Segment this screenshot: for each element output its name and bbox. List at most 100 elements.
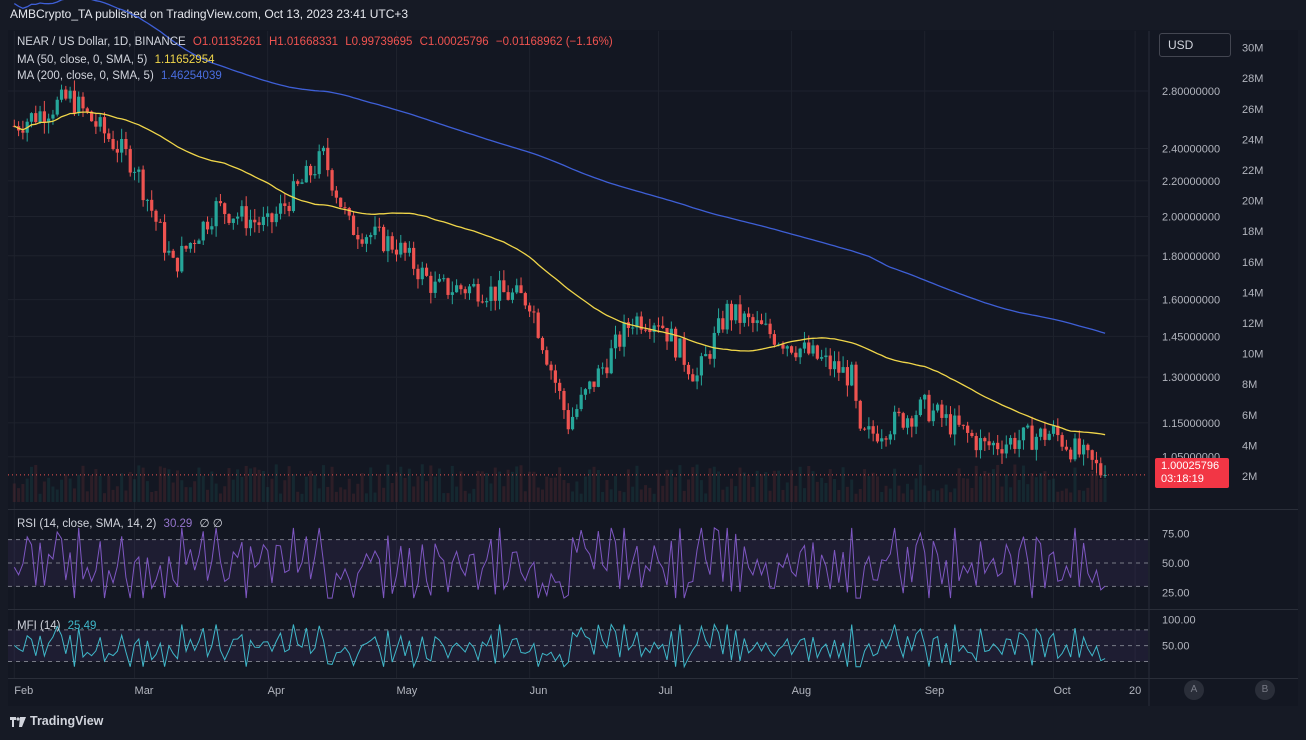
volume-axis-tick: 2M (1242, 471, 1257, 483)
candle-body (154, 210, 158, 222)
volume-bar (914, 478, 918, 502)
candle-body (231, 218, 235, 223)
volume-bar (1000, 486, 1004, 502)
volume-bar (425, 481, 429, 502)
symbol-label[interactable]: NEAR / US Dollar, 1D, BINANCE (17, 36, 186, 48)
volume-bar (283, 480, 287, 502)
candle-body (356, 234, 360, 240)
volume-bar (141, 467, 145, 502)
b-button[interactable]: B (1255, 680, 1275, 700)
volume-bar (364, 493, 368, 502)
volume-bar (171, 482, 175, 502)
volume-bar (742, 472, 746, 502)
volume-bar (540, 489, 544, 502)
candle-body (128, 149, 132, 173)
candle-body (89, 111, 94, 122)
volume-bar (304, 476, 308, 502)
candle-body (893, 411, 897, 435)
ma50-legend[interactable]: MA (50, close, 0, SMA, 5) 1.11652954 (17, 54, 219, 66)
volume-bar (931, 489, 935, 502)
volume-bar (802, 488, 806, 502)
candle-body (412, 247, 416, 269)
time-axis-tick: Feb (14, 685, 33, 697)
close-value: C1.00025796 (419, 36, 489, 48)
volume-bar (523, 491, 527, 502)
volume-bar (682, 490, 686, 502)
volume-bar (193, 481, 197, 502)
volume-bar (622, 492, 626, 502)
volume-bar (764, 472, 768, 502)
tradingview-logo[interactable]: TradingView (10, 714, 103, 728)
volume-bar (377, 473, 381, 502)
candle-body (661, 325, 665, 328)
volume-bar (429, 465, 433, 502)
candle-body (652, 325, 656, 332)
candle-body (193, 242, 197, 244)
candle-body (905, 418, 910, 428)
candle-body (382, 226, 386, 252)
candle-body (884, 438, 888, 440)
volume-bar (755, 470, 759, 502)
candle-body (476, 284, 480, 302)
volume-bar (1099, 479, 1103, 502)
ma200-legend[interactable]: MA (200, close, 0, SMA, 5) 1.46254039 (17, 70, 226, 82)
candle-body (601, 367, 605, 369)
volume-bar (416, 476, 420, 502)
candle-body (188, 242, 192, 249)
currency-button[interactable]: USD (1159, 33, 1231, 57)
volume-bar (223, 486, 227, 502)
candle-body (407, 247, 411, 253)
candle-body (807, 342, 811, 354)
candle-body (1008, 437, 1013, 445)
candle-body (416, 268, 420, 280)
volume-bar (691, 467, 695, 502)
candle-body (158, 221, 162, 223)
candle-body (399, 242, 403, 255)
rsi-legend[interactable]: RSI (14, close, SMA, 14, 2) 30.29 ∅ ∅ (17, 516, 227, 530)
volume-bar (167, 469, 171, 502)
price-axis-tick: 1.60000000 (1162, 295, 1220, 307)
mfi-value: 25.49 (67, 620, 97, 632)
volume-bar (253, 467, 257, 502)
volume-bar (1013, 464, 1017, 502)
candle-body (626, 322, 630, 328)
candle-body (59, 89, 64, 100)
candle-body (287, 205, 291, 212)
candle-body (669, 328, 673, 342)
volume-bar (867, 476, 871, 502)
volume-bar (201, 475, 205, 502)
volume-bar (446, 493, 450, 502)
volume-bar (549, 477, 553, 502)
volume-bar (339, 487, 343, 502)
volume-bar (751, 486, 755, 502)
volume-bar (1039, 473, 1043, 502)
ma50-line (14, 111, 1106, 436)
volume-bar (893, 468, 897, 502)
volume-bar (940, 488, 944, 502)
open-value: O1.01135261 (192, 36, 262, 48)
volume-bar (1094, 474, 1098, 502)
volume-bar (502, 486, 506, 502)
volume-bar (652, 493, 656, 502)
time-axis-tick: Oct (1054, 685, 1071, 697)
mfi-legend[interactable]: MFI (14) 25.49 (17, 620, 100, 632)
candle-body (360, 239, 364, 244)
volume-axis-tick: 10M (1242, 349, 1263, 361)
volume-bar (1056, 491, 1060, 502)
rsi-extra: ∅ ∅ (199, 518, 223, 530)
volume-bar (631, 486, 635, 502)
volume-bar (871, 472, 875, 502)
auto-scale-button[interactable]: A (1184, 680, 1204, 700)
candle-body (832, 361, 837, 370)
candle-body (648, 329, 652, 332)
volume-bar (326, 486, 330, 502)
volume-bar (845, 486, 849, 502)
candle-body (613, 334, 618, 349)
candle-body (201, 221, 205, 241)
volume-bar (296, 491, 300, 502)
volume-axis-tick: 8M (1242, 379, 1257, 391)
volume-bar (489, 483, 493, 502)
volume-bar (910, 489, 914, 502)
time-axis-tick: Jul (658, 685, 672, 697)
